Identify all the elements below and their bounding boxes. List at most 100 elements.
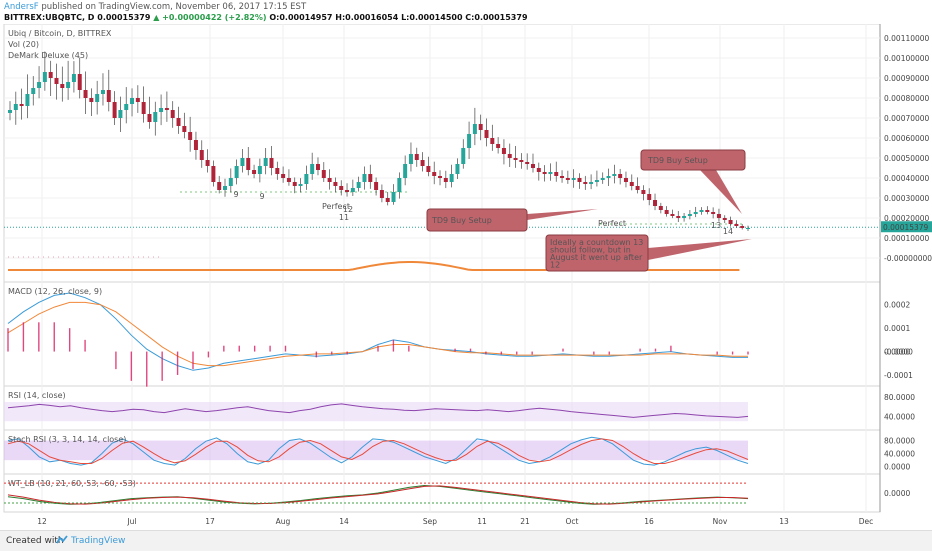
x-tick-label: Aug (276, 517, 291, 526)
candle-body (612, 174, 617, 176)
published-text: published on TradingView.com, November 0… (41, 2, 307, 12)
candle-body (641, 190, 646, 194)
candle-body (48, 72, 53, 78)
candle-body (670, 214, 675, 216)
candle-body (13, 104, 18, 110)
pane-frame-1 (3, 281, 881, 387)
callout-box (640, 149, 746, 171)
candle-body (548, 172, 553, 174)
candle-body (385, 198, 390, 202)
indicator-tick-label: -0.0001 (884, 371, 913, 380)
x-tick-label: Oct (566, 517, 579, 526)
candle-body (147, 114, 152, 122)
candle-body (77, 74, 82, 90)
candle-body (60, 84, 65, 88)
perfect-marker: Perfect (598, 219, 626, 228)
candle-body (170, 110, 175, 118)
x-tick-label: Dec (859, 517, 874, 526)
candle-body (618, 174, 623, 178)
price-tick-label: 0.00090000 (884, 74, 930, 83)
candle-body (286, 178, 291, 182)
indicator-tick-label: 80.0000 (884, 393, 915, 402)
candle-body (600, 178, 605, 180)
symbol-line: BITTREX:UBQBTC, D 0.00015379 ▲ +0.000004… (4, 13, 528, 22)
candle-body (339, 186, 344, 190)
candle-body (577, 178, 582, 182)
candle-body (403, 164, 408, 178)
callout-text: TD9 Buy Setup (647, 156, 708, 165)
candle-body (449, 174, 454, 182)
candle-body (223, 186, 228, 190)
x-tick-label: 13 (779, 517, 789, 526)
candle-body (705, 210, 710, 212)
candle-body (310, 164, 315, 174)
chart-area[interactable]: 12 Jul 17 Aug 14 Sep 11 21 Oct 16 Nov 13 Dec 0.001100… (0, 24, 932, 530)
candle-body (606, 176, 611, 178)
x-tick-label: Jul (126, 517, 136, 526)
candle-body (362, 174, 367, 182)
candle-body (554, 172, 559, 176)
footer: Created with TradingView (0, 530, 932, 551)
main-chart-title: Ubiq / Bitcoin, D, BITTREX (8, 29, 112, 38)
candle-body (71, 74, 76, 82)
candle-body (583, 182, 588, 184)
candle-body (374, 182, 379, 190)
rsi-line (7, 403, 749, 418)
candle-body (716, 214, 721, 218)
candle-body (687, 214, 692, 216)
candle-body (391, 192, 396, 202)
price-tick-label: 0.00050000 (884, 154, 930, 163)
candle-body (345, 190, 350, 192)
candle-body (542, 172, 547, 174)
ohlc-values: O:0.00014957 H:0.00016054 L:0.00014500 C… (269, 13, 528, 22)
candle-body (135, 98, 140, 102)
candle-body (8, 110, 12, 113)
candle-body (693, 212, 698, 214)
callout-text: 12 (550, 261, 560, 270)
candle-body (490, 138, 495, 144)
candle-body (565, 178, 570, 180)
candle-body (95, 94, 100, 102)
x-tick-label: 12 (37, 517, 47, 526)
candle-body (420, 160, 425, 166)
candle-body (647, 194, 652, 200)
indicator-tick-label: 0.0001 (884, 324, 910, 333)
candle-body (513, 158, 518, 160)
stoch-band (4, 440, 748, 461)
candle-body (472, 124, 477, 134)
indicator-tick-label: 80.0000 (884, 437, 915, 446)
candle-body (664, 210, 669, 214)
candle-body (501, 148, 506, 154)
callout-text: August it went up after (550, 253, 643, 262)
candle-body (699, 210, 704, 212)
candle-body (536, 168, 541, 172)
candle-body (658, 206, 663, 210)
candle-body (112, 102, 117, 118)
candle-body (397, 178, 402, 192)
x-tick-label: 16 (644, 517, 654, 526)
callout-box (426, 208, 528, 232)
indicator-tick-label: 0.0002 (884, 301, 910, 310)
candle-body (124, 104, 129, 110)
candle-body (66, 82, 71, 88)
tradingview-brand[interactable]: TradingView (71, 536, 126, 546)
candle-body (118, 110, 123, 118)
pane-frame-0 (3, 24, 881, 283)
candle-body (333, 182, 338, 186)
candle-body (252, 170, 257, 174)
candle-body (106, 90, 111, 102)
candle-body (455, 164, 460, 174)
author-link[interactable]: AndersF (4, 2, 39, 12)
candle-body (240, 158, 245, 166)
candle-body (211, 166, 216, 182)
x-tick-label: 11 (477, 517, 487, 526)
td-count-marker: 13 (711, 221, 721, 230)
candle-body (589, 182, 594, 184)
macd-legend: MACD (12, 26, close, 9) (8, 287, 102, 296)
x-tick-label: 17 (205, 517, 215, 526)
price-tick-label: 0.00100000 (884, 54, 930, 63)
price-tick-label: -0.00000000 (884, 254, 932, 263)
candle-body (623, 178, 628, 182)
td-count-marker: 9 (233, 190, 238, 199)
candle-body (722, 218, 727, 220)
